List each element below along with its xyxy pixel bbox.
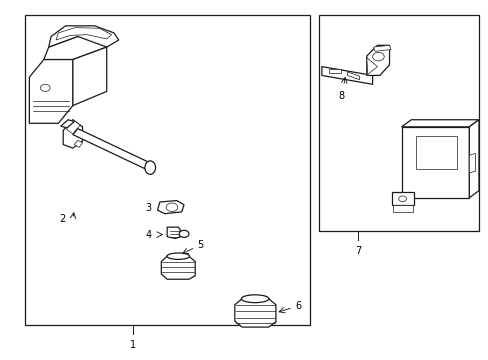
Ellipse shape [166, 253, 189, 260]
Polygon shape [391, 192, 413, 205]
Circle shape [179, 230, 188, 238]
Polygon shape [319, 15, 478, 231]
Text: 3: 3 [145, 203, 151, 213]
Text: 7: 7 [354, 246, 361, 256]
Polygon shape [328, 69, 341, 73]
Text: 6: 6 [295, 301, 301, 311]
Polygon shape [415, 136, 456, 169]
Circle shape [41, 84, 50, 91]
Polygon shape [73, 47, 106, 105]
Polygon shape [234, 299, 275, 327]
Polygon shape [373, 45, 390, 51]
Text: 5: 5 [197, 239, 203, 249]
Polygon shape [63, 120, 82, 148]
Polygon shape [401, 127, 468, 198]
Text: 1: 1 [130, 339, 136, 350]
Polygon shape [44, 36, 106, 59]
Polygon shape [392, 205, 412, 212]
Polygon shape [56, 28, 111, 40]
Polygon shape [49, 26, 119, 47]
Polygon shape [29, 59, 73, 123]
Polygon shape [468, 120, 478, 198]
Circle shape [372, 53, 384, 61]
Polygon shape [401, 120, 478, 127]
Polygon shape [61, 120, 74, 128]
Polygon shape [366, 58, 377, 75]
Polygon shape [157, 201, 183, 214]
Text: 8: 8 [337, 91, 344, 102]
Polygon shape [24, 15, 309, 325]
Polygon shape [167, 227, 180, 238]
Polygon shape [468, 153, 475, 173]
Polygon shape [161, 256, 195, 279]
Text: 2: 2 [59, 214, 65, 224]
Circle shape [398, 196, 406, 202]
Polygon shape [366, 45, 389, 76]
Polygon shape [73, 129, 152, 170]
Polygon shape [347, 72, 359, 80]
Polygon shape [321, 67, 372, 84]
Ellipse shape [144, 161, 155, 174]
Ellipse shape [241, 295, 268, 303]
Text: 4: 4 [145, 230, 151, 240]
Polygon shape [65, 120, 80, 134]
Polygon shape [74, 140, 82, 147]
Circle shape [166, 203, 178, 212]
